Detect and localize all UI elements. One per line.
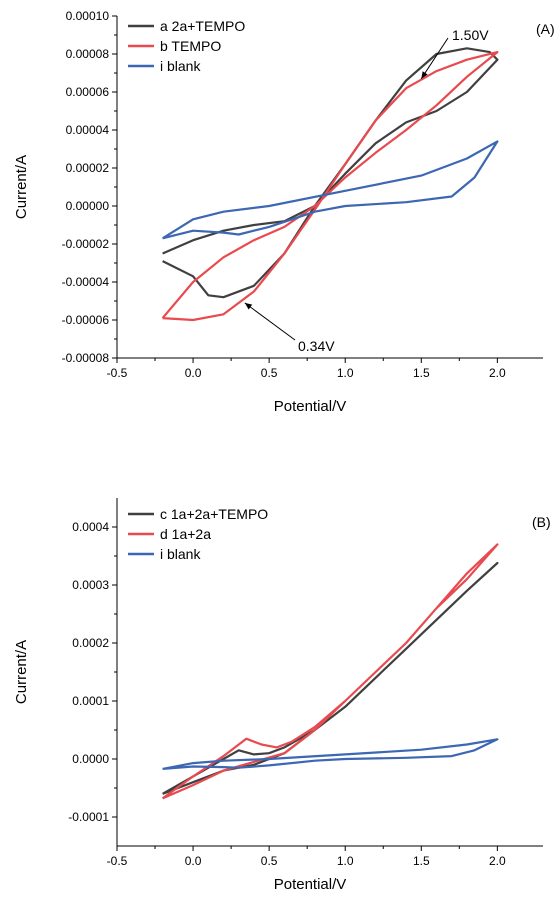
x-tick-label: 1.0 xyxy=(337,366,354,380)
legend-label: c 1a+2a+TEMPO xyxy=(160,506,268,522)
y-tick-label: 0.00000 xyxy=(66,199,110,213)
y-tick-label: 0.00004 xyxy=(66,123,110,137)
series-line-1 xyxy=(162,47,499,299)
annotation-arrowhead xyxy=(421,71,428,79)
panel-label: (A) xyxy=(536,21,555,37)
annotation-label: 1.50V xyxy=(452,27,489,43)
x-tick-label: 1.5 xyxy=(413,854,430,868)
y-tick-label: -0.0001 xyxy=(68,810,109,824)
y-tick-label: -0.00002 xyxy=(62,237,110,251)
legend-label: i blank xyxy=(160,546,201,562)
y-tick-label: 0.00010 xyxy=(66,9,110,23)
annotation-arrow xyxy=(244,302,296,341)
chart-panel-b: -0.5 0.0 0.5 1.0 1.5 2.0 -0.0001 0.0000 0.0001 0.… xyxy=(13,498,551,893)
y-tick-label: -0.00008 xyxy=(62,351,110,365)
legend-label: b TEMPO xyxy=(160,38,221,54)
series-line-3 xyxy=(162,738,499,770)
series-line-3 xyxy=(162,140,499,240)
x-tick-label: 2.0 xyxy=(489,854,506,868)
y-axis-title: Current/A xyxy=(13,155,30,219)
series-line-2 xyxy=(161,543,499,800)
series-line-2 xyxy=(161,51,499,322)
y-tick-label: 0.0003 xyxy=(72,578,109,592)
y-tick-label: 0.0000 xyxy=(72,752,109,766)
x-tick-label: 1.0 xyxy=(337,854,354,868)
x-axis-title: Potential/V xyxy=(274,876,347,893)
annotation-arrowhead xyxy=(244,302,253,310)
y-tick-label: 0.0001 xyxy=(72,694,109,708)
y-tick-label: 0.00002 xyxy=(66,161,110,175)
legend-label: a 2a+TEMPO xyxy=(160,18,245,34)
x-tick-label: -0.5 xyxy=(107,854,128,868)
x-tick-label: 1.5 xyxy=(413,366,430,380)
annotation-arrow xyxy=(420,37,449,79)
annotation-label: 0.34V xyxy=(298,338,335,354)
x-tick-label: 2.0 xyxy=(489,366,506,380)
panel-label: (B) xyxy=(532,514,551,530)
x-tick-label: 0.5 xyxy=(261,366,278,380)
y-tick-label: 0.0002 xyxy=(72,636,109,650)
x-tick-label: 0.5 xyxy=(261,854,278,868)
y-tick-label: -0.00006 xyxy=(62,313,110,327)
y-axis-title: Current/A xyxy=(13,640,30,704)
chart-panel-a: -0.5 0.0 0.5 1.0 1.5 2.0 -0.00008 -0.00006 -0.00… xyxy=(13,9,555,415)
x-axis-title: Potential/V xyxy=(274,398,347,415)
x-tick-label: 0.0 xyxy=(185,854,202,868)
x-tick-label: 0.0 xyxy=(185,366,202,380)
legend-label: i blank xyxy=(160,58,201,74)
y-tick-label: 0.00006 xyxy=(66,85,110,99)
y-tick-label: -0.00004 xyxy=(62,275,110,289)
x-tick-label: -0.5 xyxy=(107,366,128,380)
legend-label: d 1a+2a xyxy=(160,526,211,542)
y-tick-label: 0.0004 xyxy=(72,520,109,534)
y-tick-label: 0.00008 xyxy=(66,47,110,61)
